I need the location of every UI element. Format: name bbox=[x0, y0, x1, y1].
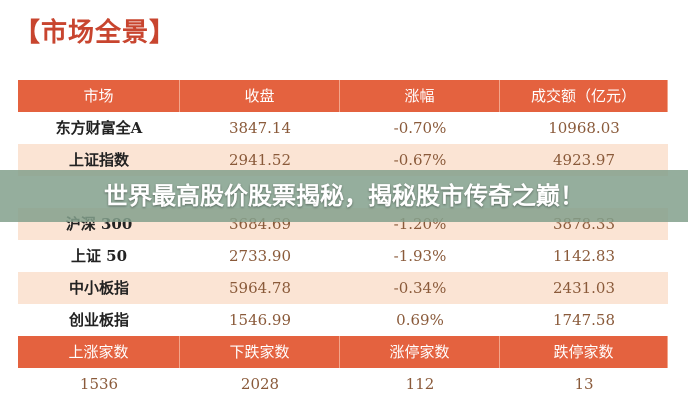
banner: 世界最高股价股票揭秘，揭秘股市传奇之巅！ bbox=[0, 170, 688, 222]
cell: 2733.90 bbox=[228, 247, 292, 265]
data-row: 上证 50 2733.90 -1.93% 1142.83 bbox=[18, 240, 668, 272]
cell: -0.67% bbox=[393, 151, 447, 169]
cell: 1536 bbox=[79, 375, 119, 393]
cell: 5964.78 bbox=[228, 279, 292, 297]
cell: 13 bbox=[574, 375, 594, 393]
cell: 下跌家数 bbox=[180, 336, 341, 368]
cell: -0.70% bbox=[393, 119, 447, 137]
cell: 上涨家数 bbox=[18, 336, 180, 368]
cell: 上证指数 bbox=[68, 151, 129, 169]
header-row: 市场 收盘 涨幅 成交额（亿元） bbox=[18, 80, 668, 112]
data-row: 东方财富全A 3847.14 -0.70% 10968.03 bbox=[18, 112, 668, 144]
cell: 4923.97 bbox=[552, 151, 616, 169]
cell: 东方财富全A bbox=[55, 119, 143, 137]
cell: 2941.52 bbox=[228, 151, 292, 169]
cell: -0.34% bbox=[393, 279, 447, 297]
cell: 0.69% bbox=[396, 311, 444, 329]
cell: 涨停家数 bbox=[340, 336, 501, 368]
cell: 跌停家数 bbox=[500, 336, 668, 368]
cell: 10968.03 bbox=[548, 119, 620, 137]
data-row: 创业板指 1546.99 0.69% 1747.58 bbox=[18, 304, 668, 336]
summary-header-row: 上涨家数 下跌家数 涨停家数 跌停家数 bbox=[18, 336, 668, 368]
cell: 1747.58 bbox=[552, 311, 616, 329]
cell: 成交额（亿元） bbox=[500, 80, 668, 112]
cell: 上证 50 bbox=[70, 247, 128, 265]
cell: 2431.03 bbox=[552, 279, 616, 297]
cell: 中小板指 bbox=[68, 279, 129, 297]
cell: -1.93% bbox=[393, 247, 447, 265]
cell: 收盘 bbox=[180, 80, 341, 112]
cell: 涨幅 bbox=[340, 80, 501, 112]
cell: 3847.14 bbox=[228, 119, 292, 137]
title: 【市场全景】 bbox=[14, 18, 177, 48]
cell: 112 bbox=[405, 375, 435, 393]
cell: 创业板指 bbox=[68, 311, 129, 329]
cell: 1142.83 bbox=[552, 247, 616, 265]
data-row: 中小板指 5964.78 -0.34% 2431.03 bbox=[18, 272, 668, 304]
cell: 2028 bbox=[240, 375, 280, 393]
summary-row: 1536 2028 112 13 bbox=[18, 368, 668, 400]
cell: 1546.99 bbox=[228, 311, 292, 329]
cell: 市场 bbox=[18, 80, 180, 112]
